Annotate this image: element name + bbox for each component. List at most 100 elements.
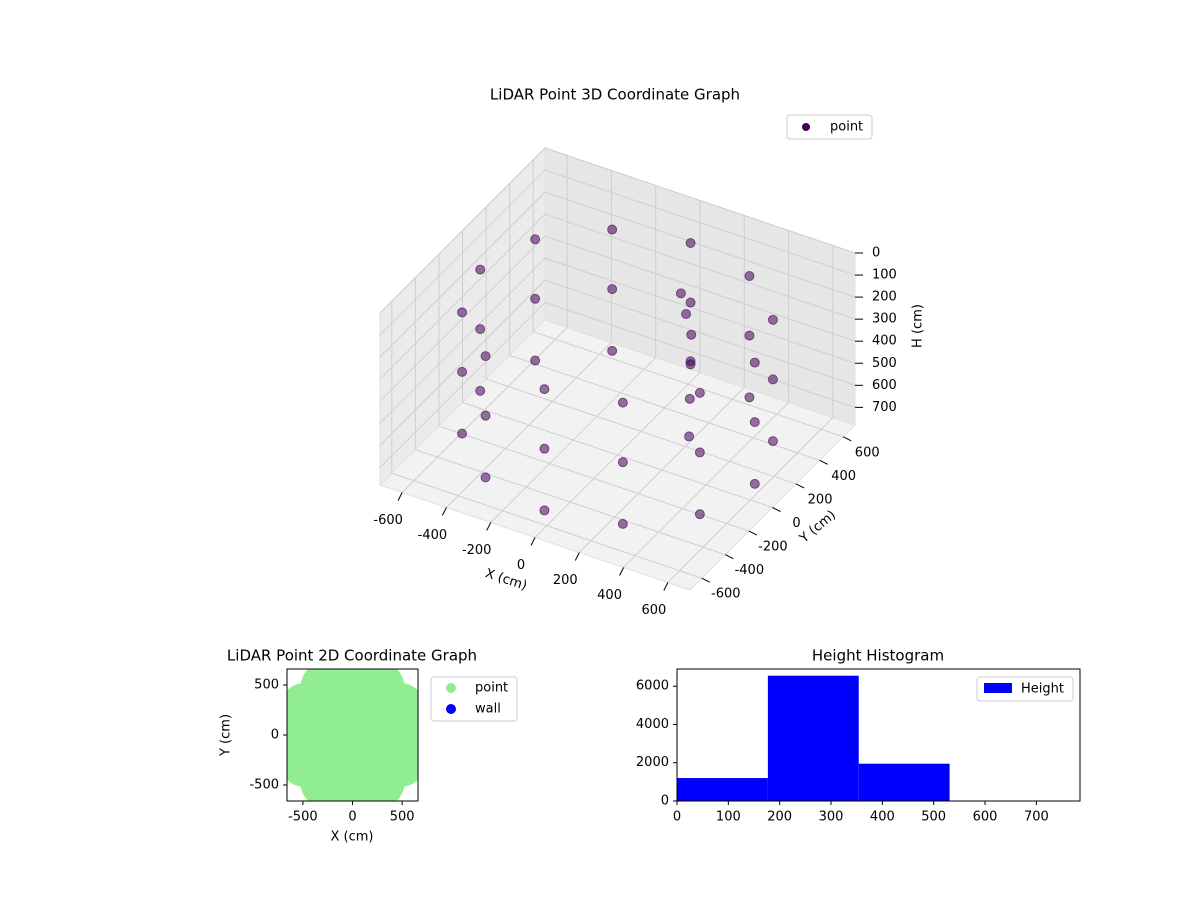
- y-tick-label: 200: [808, 492, 833, 507]
- legend-marker: [446, 683, 456, 693]
- z-tick-label: 100: [872, 268, 897, 283]
- axes-frame: [676, 668, 1081, 802]
- x-tick-label: 600: [973, 810, 998, 825]
- grid-line: [379, 301, 856, 468]
- tick-mark: [619, 567, 625, 576]
- bar: [858, 763, 950, 801]
- point: [767, 314, 778, 325]
- point: [539, 384, 550, 395]
- tick-mark: [574, 552, 580, 561]
- x-tick-label: 200: [767, 810, 792, 825]
- x-tick-label: -500: [288, 810, 318, 825]
- y-tick-label: -200: [758, 540, 788, 555]
- grid-line: [379, 169, 856, 336]
- tick-mark: [795, 483, 805, 489]
- y-tick-label: 0: [271, 728, 279, 743]
- tick-mark: [842, 436, 852, 442]
- x-tick-label: 700: [1024, 810, 1049, 825]
- x-axis-label: X (cm): [331, 830, 374, 845]
- point: [457, 307, 468, 318]
- y-axis-label: Y (cm): [796, 508, 839, 547]
- y-tick-label: 2000: [636, 755, 669, 770]
- point: [480, 351, 491, 362]
- x-tick-label: -200: [462, 543, 492, 558]
- x-tick-label: 0: [348, 810, 356, 825]
- point: [694, 447, 705, 458]
- point: [675, 288, 686, 299]
- point: [685, 297, 696, 308]
- x-tick-label: 400: [870, 810, 895, 825]
- point: [684, 431, 695, 442]
- legend-label: Height: [1021, 682, 1064, 697]
- z-tick-label: 0: [872, 246, 880, 261]
- z-tick-label: 700: [872, 400, 897, 415]
- point: [694, 387, 705, 398]
- y-tick-label: 0: [792, 516, 800, 531]
- point: [475, 264, 486, 275]
- x-tick-label: -400: [418, 528, 448, 543]
- grid-line: [578, 215, 745, 553]
- point: [685, 238, 696, 249]
- grid-line: [379, 147, 856, 314]
- grid-line: [379, 257, 856, 424]
- legend-label: point: [475, 681, 508, 696]
- tick-mark: [663, 582, 669, 591]
- z-tick-label: 600: [872, 378, 897, 393]
- y-axis-label: Y (cm): [219, 714, 234, 757]
- y-tick-label: -400: [735, 563, 765, 578]
- point: [607, 345, 618, 356]
- legend-marker: [446, 704, 456, 714]
- point: [457, 366, 468, 377]
- y-tick-label: 0: [661, 794, 669, 809]
- grid-line: [379, 235, 856, 402]
- grid-line: [391, 301, 702, 579]
- point: [749, 417, 760, 428]
- grid-line: [379, 191, 856, 358]
- point: [530, 234, 541, 245]
- grid-line: [485, 206, 797, 485]
- x-tick-label: 0: [517, 558, 525, 573]
- point: [607, 224, 618, 235]
- grid-line: [379, 279, 856, 446]
- grid-line: [534, 200, 701, 538]
- point: [480, 410, 491, 421]
- point: [694, 509, 705, 520]
- tick-mark: [748, 530, 758, 536]
- x-tick-label: 600: [641, 603, 666, 618]
- grid-line: [667, 245, 834, 583]
- y-tick-label: 400: [831, 469, 856, 484]
- tick-mark: [530, 537, 536, 546]
- grid-line: [509, 183, 820, 461]
- plot-area: [287, 669, 418, 801]
- point: [530, 293, 541, 304]
- tick-mark: [819, 459, 828, 465]
- point: [480, 472, 491, 483]
- tick-mark: [397, 492, 403, 501]
- z-tick-label: 400: [872, 334, 897, 349]
- point: [457, 428, 468, 439]
- grid-line: [623, 230, 790, 568]
- point: [539, 443, 550, 454]
- legend-marker: [802, 123, 810, 131]
- y-tick-label: 600: [855, 445, 880, 460]
- x-tick-label: 0: [673, 810, 681, 825]
- legend-box: [786, 114, 873, 140]
- bar: [677, 778, 768, 801]
- grid-line: [462, 230, 773, 508]
- point: [685, 356, 696, 367]
- point: [530, 355, 541, 366]
- grid-line: [490, 185, 657, 523]
- point: [749, 357, 760, 368]
- x-tick-label: 400: [597, 588, 622, 603]
- point: [749, 478, 760, 489]
- x-tick-label: -600: [373, 513, 403, 528]
- point: [475, 385, 486, 396]
- point: [767, 374, 778, 385]
- point: [617, 457, 628, 468]
- tick-mark: [725, 554, 734, 560]
- chart-title: Height Histogram: [812, 647, 944, 665]
- tick-mark: [701, 577, 711, 583]
- chart-title: LiDAR Point 2D Coordinate Graph: [227, 647, 477, 665]
- grid-line: [401, 155, 568, 493]
